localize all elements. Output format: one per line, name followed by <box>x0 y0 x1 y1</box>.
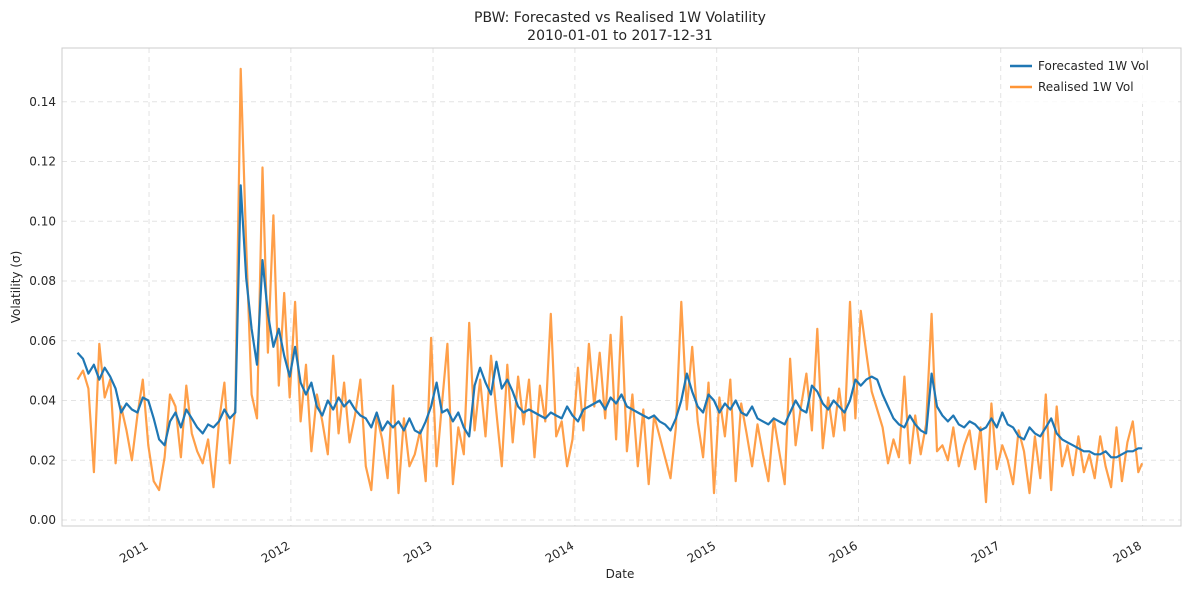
series-line-forecasted <box>76 184 1143 459</box>
legend-background <box>1002 54 1174 104</box>
chart-subtitle: 2010-01-01 to 2017-12-31 <box>527 28 713 44</box>
y-tick-label: 0.04 <box>29 394 56 408</box>
series-lines <box>76 67 1144 504</box>
y-tick-labels: 0.00 0.02 0.04 0.06 0.08 0.10 0.12 0.14 <box>29 95 56 527</box>
legend-label-forecasted: Forecasted 1W Vol <box>1038 59 1149 73</box>
y-axis-label: Volatility (σ) <box>9 251 23 324</box>
y-tick-label: 0.12 <box>29 155 56 169</box>
y-tick-label: 0.02 <box>29 453 56 467</box>
chart-title: PBW: Forecasted vs Realised 1W Volatilit… <box>474 10 766 26</box>
y-tick-label: 0.08 <box>29 274 56 288</box>
y-tick-label: 0.14 <box>29 95 56 109</box>
y-tick-label: 0.06 <box>29 334 56 348</box>
y-tick-label: 0.00 <box>29 513 56 527</box>
x-axis-label: Date <box>606 567 635 581</box>
series-line-realised <box>76 67 1144 504</box>
plot-frame <box>61 47 1182 527</box>
legend: Forecasted 1W Vol Realised 1W Vol <box>1002 54 1174 104</box>
legend-label-realised: Realised 1W Vol <box>1038 80 1134 94</box>
y-tick-label: 0.10 <box>29 214 56 228</box>
